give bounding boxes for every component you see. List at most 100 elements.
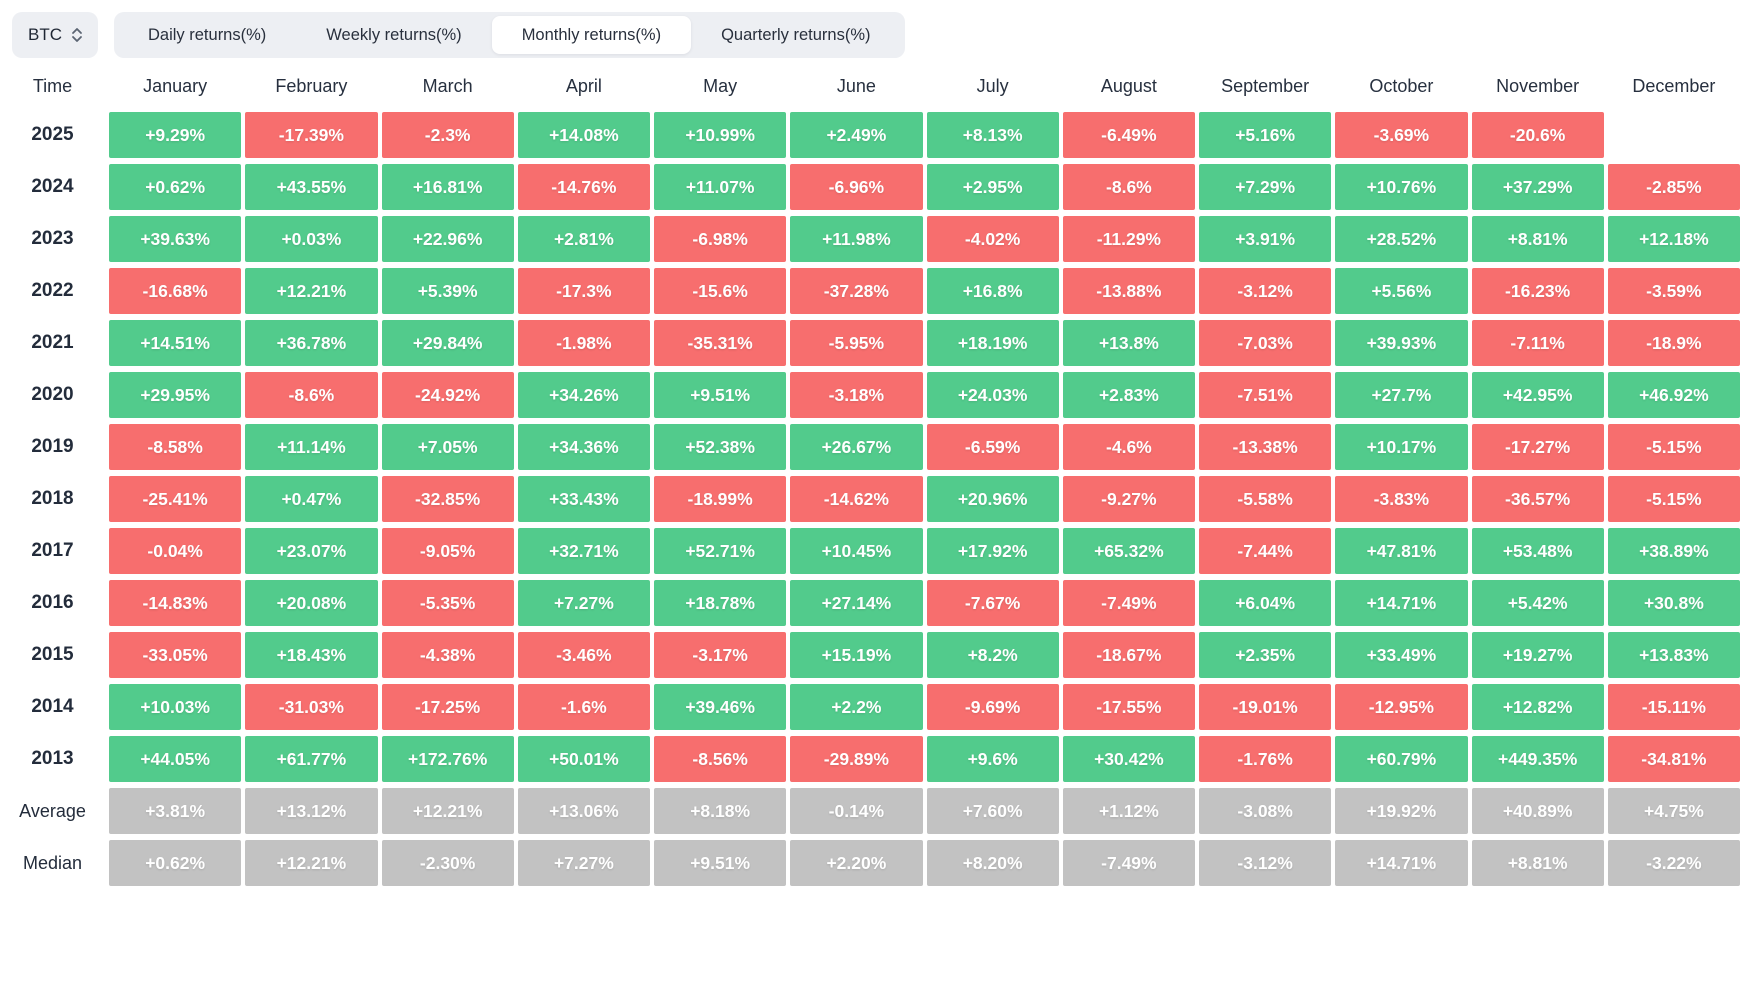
asset-selector-value: BTC bbox=[28, 25, 62, 44]
return-cell: -5.95% bbox=[790, 320, 923, 366]
return-cell: +1.12% bbox=[1062, 788, 1195, 834]
column-header-november: November bbox=[1496, 75, 1580, 96]
return-cell: +16.8% bbox=[926, 268, 1059, 314]
return-cell: -15.11% bbox=[1607, 684, 1740, 730]
tab-weekly-returns[interactable]: Weekly returns(%) bbox=[326, 25, 462, 44]
tab-monthly-returns[interactable]: Monthly returns(%) bbox=[491, 16, 692, 54]
return-cell: +61.77% bbox=[245, 736, 378, 782]
tab-quarterly-returns[interactable]: Quarterly returns(%) bbox=[721, 25, 871, 44]
asset-selector[interactable]: BTC bbox=[12, 12, 98, 58]
return-cell: -17.25% bbox=[381, 684, 514, 730]
return-cell: +5.39% bbox=[381, 268, 514, 314]
return-cell: +65.32% bbox=[1062, 528, 1195, 574]
return-cell: -31.03% bbox=[245, 684, 378, 730]
return-cell: +18.43% bbox=[245, 632, 378, 678]
return-cell: -16.68% bbox=[109, 268, 242, 314]
return-cell: +2.20% bbox=[790, 840, 923, 886]
return-cell: -9.05% bbox=[381, 528, 514, 574]
return-cell: -9.27% bbox=[1062, 476, 1195, 522]
return-cell: -8.6% bbox=[1062, 164, 1195, 210]
column-header-october: October bbox=[1369, 75, 1434, 96]
return-cell: +50.01% bbox=[517, 736, 650, 782]
return-cell: -34.81% bbox=[1607, 736, 1740, 782]
return-cell: +5.56% bbox=[1335, 268, 1468, 314]
row-label-2025: 2025 bbox=[31, 124, 74, 145]
return-cell: -3.17% bbox=[654, 632, 787, 678]
return-cell: -7.67% bbox=[926, 580, 1059, 626]
return-cell: +40.89% bbox=[1471, 788, 1604, 834]
return-cell: -3.12% bbox=[1199, 840, 1332, 886]
return-cell: +52.71% bbox=[654, 528, 787, 574]
return-cell-empty bbox=[1608, 112, 1740, 158]
return-cell: -1.6% bbox=[517, 684, 650, 730]
row-label-2018: 2018 bbox=[31, 488, 74, 509]
return-cell: +10.17% bbox=[1335, 424, 1468, 470]
return-cell: +7.27% bbox=[517, 840, 650, 886]
return-cell: +13.06% bbox=[517, 788, 650, 834]
return-cell: +6.04% bbox=[1199, 580, 1332, 626]
return-cell: +0.62% bbox=[109, 164, 242, 210]
return-cell: +8.81% bbox=[1471, 840, 1604, 886]
return-cell: +24.03% bbox=[926, 372, 1059, 418]
return-cell: +0.47% bbox=[245, 476, 378, 522]
return-cell: +14.71% bbox=[1335, 580, 1468, 626]
return-cell: +29.84% bbox=[381, 320, 514, 366]
return-cell: -7.03% bbox=[1199, 320, 1332, 366]
return-cell: -20.6% bbox=[1471, 112, 1604, 158]
return-cell: +10.76% bbox=[1335, 164, 1468, 210]
return-cell: -7.11% bbox=[1471, 320, 1604, 366]
return-cell: -3.18% bbox=[790, 372, 923, 418]
return-cell: -14.62% bbox=[790, 476, 923, 522]
return-cell: -7.51% bbox=[1199, 372, 1332, 418]
row-label-2021: 2021 bbox=[31, 332, 74, 353]
return-cell: -18.99% bbox=[654, 476, 787, 522]
row-label-median: Median bbox=[22, 852, 83, 873]
return-cell: -0.14% bbox=[790, 788, 923, 834]
return-cell: -18.67% bbox=[1062, 632, 1195, 678]
return-cell: +32.71% bbox=[517, 528, 650, 574]
return-cell: +34.26% bbox=[517, 372, 650, 418]
return-cell: +16.81% bbox=[381, 164, 514, 210]
return-cell: -3.08% bbox=[1199, 788, 1332, 834]
return-cell: -36.57% bbox=[1471, 476, 1604, 522]
top-toolbar: BTC Daily returns(%) Weekly returns(%) M… bbox=[0, 0, 1754, 60]
column-header-february: February bbox=[275, 75, 348, 96]
return-cell: +18.19% bbox=[926, 320, 1059, 366]
return-cell: +12.21% bbox=[245, 840, 378, 886]
return-cell: +27.7% bbox=[1335, 372, 1468, 418]
return-cell: +29.95% bbox=[109, 372, 242, 418]
return-cell: -3.83% bbox=[1335, 476, 1468, 522]
return-cell: +10.45% bbox=[790, 528, 923, 574]
column-header-april: April bbox=[565, 75, 602, 96]
return-cell: -33.05% bbox=[109, 632, 242, 678]
return-cell: -35.31% bbox=[654, 320, 787, 366]
return-cell: +2.95% bbox=[926, 164, 1059, 210]
return-cell: +42.95% bbox=[1471, 372, 1604, 418]
column-header-march: March bbox=[422, 75, 473, 96]
return-cell: -3.69% bbox=[1335, 112, 1468, 158]
return-cell: +23.07% bbox=[245, 528, 378, 574]
return-cell: -3.12% bbox=[1199, 268, 1332, 314]
tab-daily-returns[interactable]: Daily returns(%) bbox=[148, 25, 267, 44]
row-label-2020: 2020 bbox=[31, 384, 74, 405]
row-label-2016: 2016 bbox=[31, 592, 74, 613]
return-cell: +9.51% bbox=[654, 372, 787, 418]
return-cell: +15.19% bbox=[790, 632, 923, 678]
return-cell: -18.9% bbox=[1607, 320, 1740, 366]
return-cell: +3.91% bbox=[1199, 216, 1332, 262]
returns-table: Time January February March April May June July… bbox=[0, 66, 1740, 886]
row-label-2015: 2015 bbox=[31, 644, 74, 665]
column-header-june: June bbox=[836, 75, 876, 96]
return-cell: -2.30% bbox=[381, 840, 514, 886]
return-cell: -5.35% bbox=[381, 580, 514, 626]
return-cell: +12.21% bbox=[245, 268, 378, 314]
return-cell: +34.36% bbox=[517, 424, 650, 470]
return-cell: +11.07% bbox=[654, 164, 787, 210]
return-cell: -9.69% bbox=[926, 684, 1059, 730]
return-cell: -25.41% bbox=[109, 476, 242, 522]
return-cell: +33.49% bbox=[1335, 632, 1468, 678]
row-label-2017: 2017 bbox=[31, 540, 74, 561]
row-label-2019: 2019 bbox=[31, 436, 74, 457]
return-cell: -16.23% bbox=[1471, 268, 1604, 314]
return-cell: -5.15% bbox=[1607, 424, 1740, 470]
